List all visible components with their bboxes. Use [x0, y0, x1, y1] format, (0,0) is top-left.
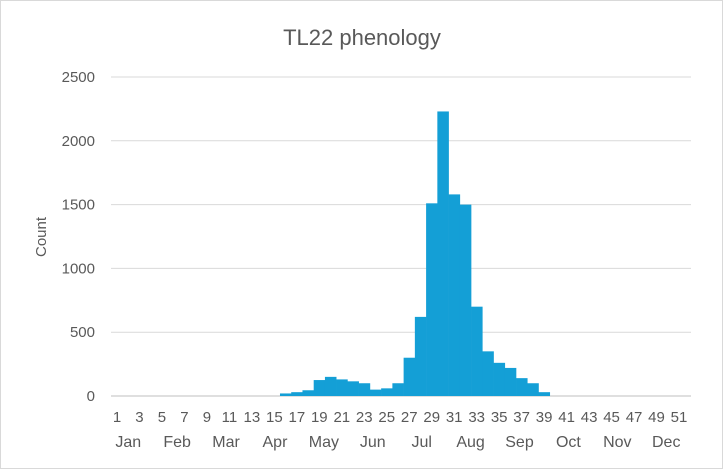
bar-week-31 [448, 194, 461, 396]
x-tick-label: 23 [356, 409, 373, 426]
bar-week-19 [313, 380, 326, 396]
x-tick-label: 5 [158, 409, 166, 426]
x-tick-label: 47 [626, 409, 643, 426]
bar-week-27 [403, 357, 416, 396]
bar-week-21 [336, 379, 348, 396]
month-label: Sep [505, 434, 534, 451]
bar-week-16 [279, 393, 292, 396]
x-tick-label: 35 [491, 409, 508, 426]
y-axis-label: Count [33, 216, 50, 257]
x-tick-label: 39 [536, 409, 553, 426]
bar-week-23 [358, 383, 371, 396]
y-tick-label: 1000 [62, 260, 95, 277]
bar-week-29 [426, 203, 438, 396]
month-label: Jul [411, 434, 431, 451]
bar-week-22 [347, 381, 359, 396]
x-tick-label: 25 [378, 409, 395, 426]
bar-week-38 [527, 383, 539, 396]
bar-week-18 [302, 390, 314, 396]
x-tick-label: 43 [581, 409, 598, 426]
x-tick-label: 49 [648, 409, 665, 426]
y-tick-label: 2500 [62, 69, 95, 86]
month-label: Jan [115, 434, 141, 451]
bar-week-17 [291, 392, 303, 396]
x-tick-label: 11 [222, 409, 238, 426]
bar-week-33 [471, 306, 483, 396]
month-label: Aug [456, 434, 484, 451]
x-tick-label: 7 [180, 409, 188, 426]
bar-week-30 [437, 111, 449, 397]
bar-week-32 [459, 204, 472, 396]
x-tick-label: 41 [558, 409, 575, 426]
x-tick-label: 45 [603, 409, 620, 426]
bar-week-39 [538, 392, 551, 396]
y-tick-label: 1500 [62, 197, 95, 214]
x-tick-label: 1 [113, 409, 121, 426]
x-tick-label: 31 [446, 409, 463, 426]
month-label: Nov [603, 434, 631, 451]
x-tick-label: 29 [423, 409, 440, 426]
bar-week-36 [504, 367, 517, 396]
x-tick-label: 37 [513, 409, 530, 426]
bar-week-34 [482, 351, 494, 396]
month-label: Dec [652, 434, 680, 451]
month-label: May [309, 434, 339, 451]
month-label: Apr [263, 434, 289, 451]
bar-week-37 [516, 378, 528, 396]
x-tick-label: 17 [288, 409, 305, 426]
y-tick-label: 0 [87, 388, 95, 405]
bar-week-35 [493, 362, 506, 396]
bar-week-25 [381, 388, 393, 396]
month-label: Oct [556, 434, 581, 451]
bar-week-28 [414, 316, 427, 396]
x-tick-label: 33 [468, 409, 485, 426]
x-tick-label: 27 [401, 409, 418, 426]
bar-week-24 [369, 389, 382, 396]
bar-week-20 [324, 376, 337, 396]
x-tick-label: 21 [333, 409, 350, 426]
month-label: Mar [212, 434, 240, 451]
x-tick-label: 13 [244, 409, 261, 426]
x-tick-label: 51 [671, 409, 688, 426]
x-tick-label: 15 [266, 409, 283, 426]
y-tick-label: 2000 [62, 133, 95, 150]
x-tick-label: 9 [203, 409, 211, 426]
bar-week-26 [392, 383, 404, 396]
x-tick-label: 19 [311, 409, 328, 426]
chart-title: TL22 phenology [283, 25, 441, 50]
x-tick-label: 3 [135, 409, 143, 426]
y-tick-label: 500 [70, 324, 95, 341]
month-label: Jun [360, 434, 386, 451]
month-label: Feb [163, 434, 191, 451]
